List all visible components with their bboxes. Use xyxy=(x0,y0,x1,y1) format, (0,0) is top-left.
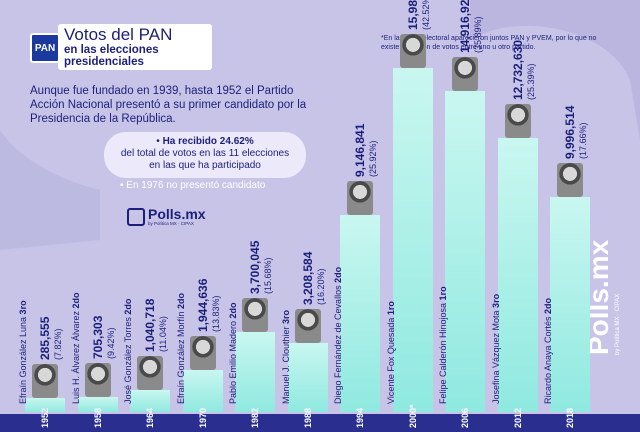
vote-percent-label: (11.04%) xyxy=(158,315,168,352)
candidate-name: Diego Fernández de Cevallos 2do xyxy=(333,266,343,404)
pan-logo: PAN xyxy=(30,33,60,63)
year-label: 2000* xyxy=(407,404,418,428)
stat-line2: en las que ha participado xyxy=(149,160,261,171)
bar-1958 xyxy=(77,396,118,412)
year-label: 2006 xyxy=(460,407,470,428)
page-title: Votos del PAN xyxy=(64,25,173,44)
page-subtitle: en las elecciones presidenciales xyxy=(64,44,159,68)
year-label: 2012 xyxy=(512,407,523,428)
vote-percent-label: (16.20%) xyxy=(315,268,326,305)
footnote: *En la boleta electoral aparecieron junt… xyxy=(381,35,597,51)
polls-vertical-sub: by Política MX · CIPAX xyxy=(615,293,621,355)
year-label: 1958 xyxy=(92,407,103,428)
candidate-photo xyxy=(347,181,373,216)
title-box: Votos del PAN en las elecciones presiden… xyxy=(58,24,212,70)
candidate-photo xyxy=(32,364,58,398)
vote-count-label: 1,040,718 xyxy=(143,298,157,352)
candidate-photo xyxy=(189,336,216,371)
vote-percent-label: (25.39%) xyxy=(525,63,536,101)
vote-count-label: 3,208,584 xyxy=(300,251,315,305)
candidate-name: Ricardo Anaya Cortés 2do xyxy=(543,297,553,404)
year-label: 1964 xyxy=(145,407,155,428)
vote-count-label: 12,732,630 xyxy=(510,40,525,101)
year-label: 1970 xyxy=(197,407,208,428)
polls-logo-text: Polls.mx xyxy=(148,206,206,222)
vote-count-label: 705,303 xyxy=(90,315,105,359)
polls-logo: Polls.mx by Política MX · CIPAX xyxy=(127,207,206,226)
candidate-name: Efraín González Luna 3ro xyxy=(18,300,28,404)
vote-percent-label: (7.82%) xyxy=(53,328,63,360)
bar-1982 xyxy=(235,332,275,412)
year-label: 1994 xyxy=(355,407,365,428)
vote-count-label: 285,555 xyxy=(38,316,52,360)
vote-percent-label: (17.66%) xyxy=(578,122,588,160)
pan-logo-text: PAN xyxy=(34,42,56,54)
year-label: 1982 xyxy=(250,407,260,428)
vote-percent-label: (9.42%) xyxy=(105,327,116,359)
bar-2000 xyxy=(392,68,433,412)
candidate-name: Felipe Calderón Hinojosa 1ro xyxy=(438,286,448,404)
candidate-photo xyxy=(557,163,583,198)
candidate-photo xyxy=(452,57,478,92)
year-label: 2018 xyxy=(565,407,575,428)
candidate-photo xyxy=(294,309,321,343)
candidate-photo xyxy=(399,34,426,69)
bar-1964 xyxy=(130,389,170,412)
bar-1988 xyxy=(287,343,328,412)
candidate-name: Efraín González Morfín 2do xyxy=(175,292,186,404)
bar-2018 xyxy=(550,197,590,412)
vote-percent-label: (15.68%) xyxy=(263,257,273,295)
year-label: 1952 xyxy=(40,407,50,428)
bar-2012 xyxy=(497,138,538,412)
vote-count-label: 9,996,514 xyxy=(563,105,577,160)
candidate-photo xyxy=(504,104,531,139)
candidate-photo xyxy=(242,298,268,333)
candidate-name: Vicente Fox Quesada 1ro xyxy=(385,301,396,404)
polls-logo-sub: by Política MX · CIPAX xyxy=(148,221,194,226)
candidate-photo xyxy=(137,355,163,390)
candidate-name: José González Torres 2do xyxy=(123,298,133,404)
vote-percent-label: (42.52%) xyxy=(420,0,431,31)
bar-2006 xyxy=(445,91,485,412)
polls-logo-icon xyxy=(127,207,145,226)
bar-1970 xyxy=(182,370,223,412)
no-candidate-note: • En 1976 no presentó candidato xyxy=(120,180,266,191)
vote-percent-label: (13.83%) xyxy=(210,295,221,333)
vote-count-label: 3,700,045 xyxy=(248,241,262,295)
intro-text: Aunque fue fundado en 1939, hasta 1952 e… xyxy=(30,85,307,125)
stat-box: • Ha recibido 24.62% del total de votos … xyxy=(104,132,306,178)
year-label: 1988 xyxy=(302,407,313,428)
candidate-name: Luis H. Álvarez Álvarez 2do xyxy=(70,292,81,404)
candidate-name: Josefina Vázquez Mota 3ro xyxy=(490,293,501,404)
vote-count-label: 9,146,841 xyxy=(353,123,367,178)
vote-percent-label: (25.92%) xyxy=(368,140,378,178)
bar-1952 xyxy=(25,398,65,412)
vote-percent-label: (35.89%) xyxy=(473,16,483,54)
stat-line1: del total de votos en las 11 elecciones xyxy=(120,148,290,159)
vote-count-label: 1,944,636 xyxy=(195,278,210,333)
candidate-name: Pablo Emilio Madero 2do xyxy=(228,302,238,404)
stat-highlight: • Ha recibido 24.62% xyxy=(156,136,254,147)
vote-count-label: 14,916,927 xyxy=(458,0,472,54)
candidate-photo xyxy=(84,362,111,397)
vote-count-label: 15,989,636 xyxy=(405,0,420,31)
candidate-name: Manuel J. Clouthier 3ro xyxy=(280,309,291,404)
bar-1994 xyxy=(340,215,380,412)
